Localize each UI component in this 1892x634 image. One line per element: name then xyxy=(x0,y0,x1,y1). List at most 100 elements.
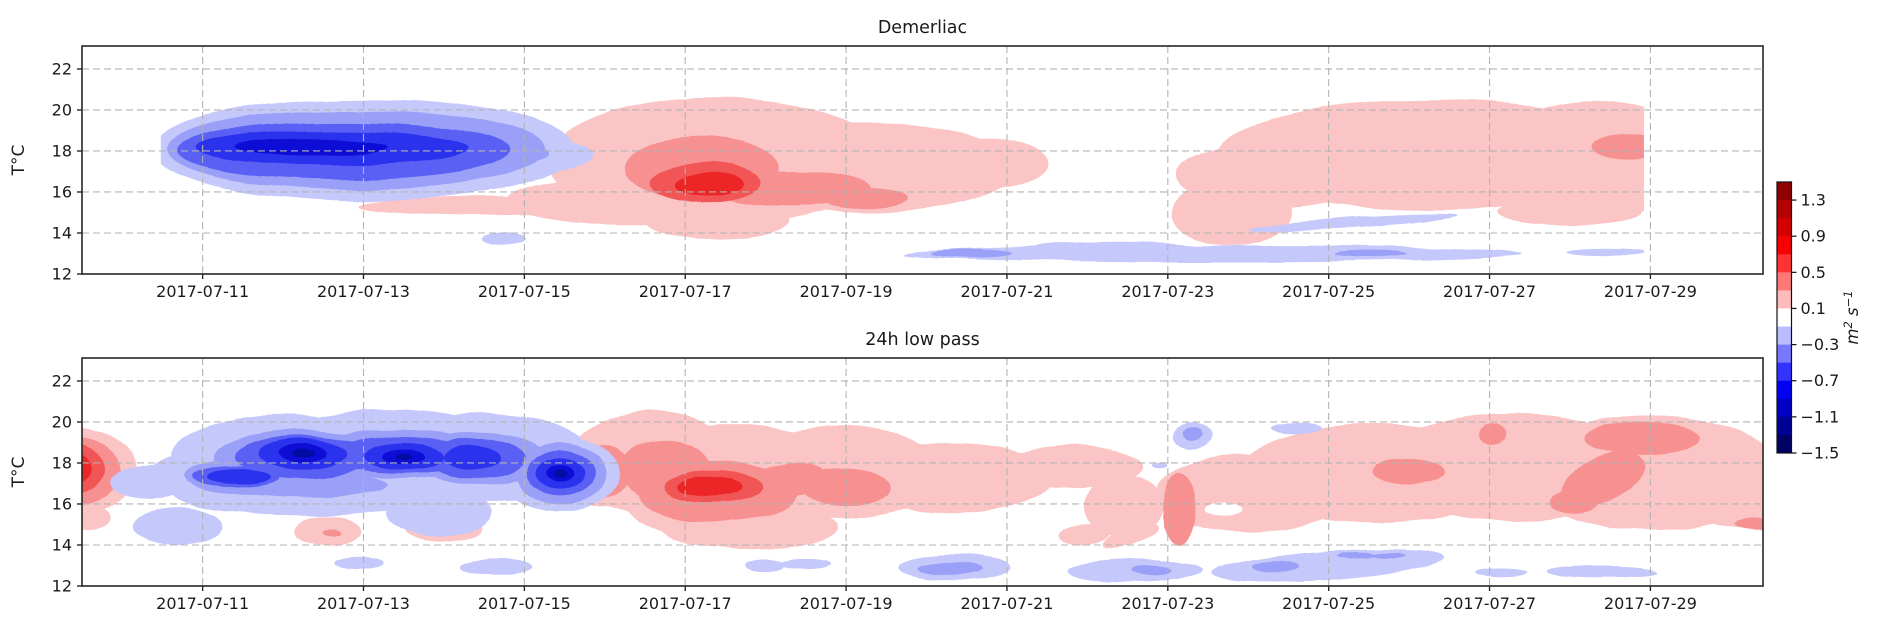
subplot-0: 2017-07-11 2017-07-13 2017-07-15 2017-07-17… xyxy=(9,18,1764,301)
contour-band-R4 xyxy=(677,476,742,497)
contour-band-B1 xyxy=(481,232,527,246)
x-tick-label: 2017-07-25 xyxy=(1282,282,1375,301)
colorbar-tick-label: 0.9 xyxy=(1801,227,1826,246)
colorbar-band xyxy=(1777,254,1792,273)
contour-band-R2 xyxy=(1163,472,1196,544)
y-tick-label: 20 xyxy=(52,100,72,119)
contour-band-B4 xyxy=(443,445,501,471)
contour-layer xyxy=(82,409,1763,582)
y-tick-label: 18 xyxy=(52,141,72,160)
y-axis-label: T°C xyxy=(9,457,29,489)
x-tick-label: 2017-07-21 xyxy=(960,594,1053,613)
colorbar-band xyxy=(1777,326,1792,345)
contour-band-B1 xyxy=(387,487,493,537)
contour-band-B5 xyxy=(234,138,388,156)
contour-band-B2 xyxy=(1252,560,1301,573)
contour-band-B2 xyxy=(1332,251,1406,259)
y-tick-label: 20 xyxy=(52,412,72,431)
contour-band-R3 xyxy=(82,445,105,494)
subplot-title: Demerliac xyxy=(878,18,967,38)
colorbar-tick-label: 0.5 xyxy=(1801,263,1826,282)
colorbar: 1.3 0.9 0.5 0.1 −0.3 −0.7 −1.1 −1.5 m2 s−1 xyxy=(1776,181,1862,463)
x-tick-label: 2017-07-25 xyxy=(1282,594,1375,613)
x-tick-label: 2017-07-17 xyxy=(639,594,732,613)
subplot-title: 24h low pass xyxy=(865,330,979,350)
axes-frame xyxy=(81,45,1764,275)
contour-band-R1 xyxy=(998,445,1144,489)
y-tick-label: 12 xyxy=(52,265,72,284)
x-tick-label: 2017-07-23 xyxy=(1121,282,1214,301)
colorbar-band xyxy=(1777,434,1792,454)
contour-band-R1 xyxy=(1682,458,1763,529)
x-tick-label: 2017-07-19 xyxy=(800,594,893,613)
colorbar-band xyxy=(1777,344,1792,364)
contour-band-B1 xyxy=(1151,462,1168,468)
colorbar-band xyxy=(1777,236,1792,255)
contour-band-R2 xyxy=(817,187,907,209)
contour-band-R1 xyxy=(846,442,1056,513)
colorbar-band xyxy=(1777,218,1792,237)
x-tick-label: 2017-07-27 xyxy=(1443,594,1536,613)
contour-band-R2 xyxy=(1372,457,1446,485)
contour-band-B1 xyxy=(1565,248,1644,257)
contour-band-R1 xyxy=(1489,99,1644,219)
contour-band-B1 xyxy=(1547,565,1657,578)
contour-band-B6 xyxy=(554,471,567,480)
x-tick-label: 2017-07-27 xyxy=(1443,282,1536,301)
contour-band-B4 xyxy=(206,470,272,485)
x-tick-label: 2017-07-19 xyxy=(800,282,893,301)
y-tick-label: 18 xyxy=(52,453,72,472)
colorbar-unit-label: m2 s−1 xyxy=(1841,290,1862,344)
y-tick-label: 22 xyxy=(52,371,72,390)
contour-band-R1 xyxy=(359,197,625,216)
contour-band-W xyxy=(1204,502,1244,516)
contour-band-B2 xyxy=(1130,565,1173,576)
contour-band-B2 xyxy=(1372,552,1406,558)
colorbar-band xyxy=(1777,308,1792,327)
colorbar-band xyxy=(1777,182,1792,201)
contour-band-R1 xyxy=(82,505,111,532)
colorbar-band xyxy=(1777,416,1792,436)
contour-band-R1 xyxy=(934,138,1048,188)
x-tick-label: 2017-07-21 xyxy=(960,282,1053,301)
contour-band-R2 xyxy=(1590,134,1644,160)
x-tick-label: 2017-07-15 xyxy=(478,594,571,613)
y-tick-label: 16 xyxy=(52,182,72,201)
contour-band-B1 xyxy=(335,557,384,570)
contour-band-B1 xyxy=(1272,422,1321,434)
colorbar-band xyxy=(1777,380,1792,400)
contour-band-B1 xyxy=(745,559,786,572)
contour-band-R1 xyxy=(645,202,790,240)
contour-band-R1 xyxy=(1497,200,1643,225)
contour-band-B1 xyxy=(781,559,831,570)
contour-band-B2 xyxy=(1337,551,1377,559)
contour-band-R2 xyxy=(1584,422,1701,455)
contour-band-R2 xyxy=(801,468,891,508)
y-tick-label: 14 xyxy=(52,535,72,554)
contour-layer xyxy=(160,97,1644,263)
y-tick-label: 14 xyxy=(52,223,72,242)
contour-band-R4 xyxy=(674,172,744,196)
x-tick-label: 2017-07-11 xyxy=(156,594,249,613)
contour-band-R2 xyxy=(1733,518,1763,531)
y-axis-label: T°C xyxy=(9,145,29,177)
contour-band-R2 xyxy=(82,436,120,506)
contour-band-R4 xyxy=(82,455,92,483)
colorbar-frame xyxy=(1776,181,1793,454)
contour-band-B1 xyxy=(1475,567,1528,576)
axes-frame xyxy=(81,357,1764,587)
x-tick-label: 2017-07-13 xyxy=(317,282,410,301)
x-tick-label: 2017-07-29 xyxy=(1604,594,1697,613)
contour-band-B2 xyxy=(1182,428,1202,441)
contour-band-R2 xyxy=(321,529,341,537)
colorbar-band xyxy=(1777,398,1792,418)
colorbar-tick-label: −1.5 xyxy=(1801,444,1840,463)
contour-band-R1 xyxy=(1171,179,1293,246)
x-tick-label: 2017-07-23 xyxy=(1121,594,1214,613)
contour-band-R1 xyxy=(1083,475,1164,537)
colorbar-tick-label: −1.1 xyxy=(1801,407,1840,426)
x-tick-label: 2017-07-29 xyxy=(1604,282,1697,301)
x-tick-label: 2017-07-17 xyxy=(639,282,732,301)
